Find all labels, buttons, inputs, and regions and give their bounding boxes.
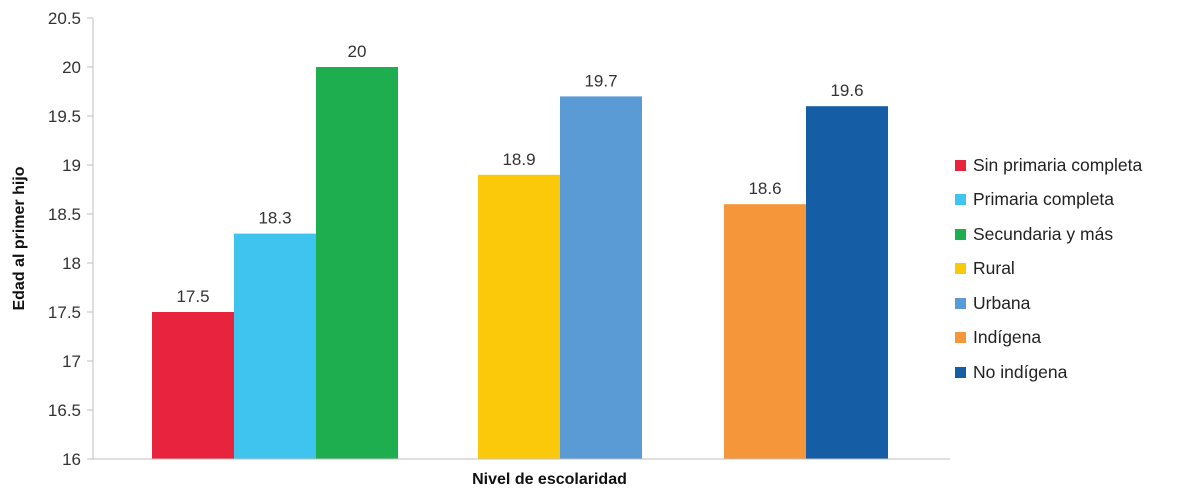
- legend-swatch: [955, 159, 966, 171]
- data-labels: 17.5 18.3 20 18.9 19.7 18.6 19.6: [176, 42, 863, 306]
- legend-label: Secundaria y más: [973, 223, 1114, 244]
- legend-item: Urbana: [955, 286, 1142, 321]
- y-tick-label: 16: [62, 450, 81, 469]
- bar: [316, 67, 398, 459]
- y-axis-ticks: 16 16.5 17 17.5 18 18.5 19 19.5 20 20.5: [48, 9, 93, 469]
- legend-swatch: [955, 366, 966, 378]
- legend-label: Rural: [973, 258, 1015, 279]
- bars: [152, 67, 888, 460]
- y-tick-label: 19.5: [48, 107, 81, 126]
- y-tick-label: 17: [62, 352, 81, 371]
- data-label: 20: [348, 42, 367, 61]
- legend-item: Indígena: [955, 321, 1142, 356]
- bar: [724, 204, 806, 459]
- y-tick-label: 20: [62, 58, 81, 77]
- data-label: 17.5: [176, 287, 209, 306]
- bar: [560, 96, 642, 460]
- data-label: 19.6: [830, 81, 863, 100]
- legend-label: Primaria completa: [973, 189, 1115, 210]
- legend-swatch: [955, 263, 966, 275]
- data-label: 19.7: [584, 71, 617, 90]
- bar: [152, 312, 234, 459]
- bar: [478, 174, 560, 460]
- data-label: 18.3: [258, 209, 291, 228]
- legend-swatch: [955, 228, 966, 240]
- legend-label: Urbana: [973, 292, 1031, 313]
- legend-item: Primaria completa: [955, 183, 1142, 218]
- y-tick-label: 20.5: [48, 9, 81, 28]
- bar: [806, 106, 888, 459]
- y-tick-label: 18.5: [48, 205, 81, 224]
- legend-swatch: [955, 332, 966, 344]
- legend-label: No indígena: [973, 361, 1068, 382]
- legend-label: Sin primaria completa: [973, 154, 1143, 175]
- y-axis-title: Edad al primer hijo: [11, 166, 28, 310]
- y-tick-label: 17.5: [48, 303, 81, 322]
- legend-item: No indígena: [955, 355, 1142, 390]
- legend-label: Indígena: [973, 327, 1042, 348]
- legend-item: Rural: [955, 252, 1142, 287]
- legend-swatch: [955, 194, 966, 206]
- legend-item: Secundaria y más: [955, 217, 1142, 252]
- legend-swatch: [955, 297, 966, 309]
- x-axis-title: Nivel de escolaridad: [472, 471, 627, 488]
- y-tick-label: 16.5: [48, 401, 81, 420]
- data-label: 18.9: [502, 150, 535, 169]
- y-tick-label: 18: [62, 254, 81, 273]
- legend: Sin primaria completa Primaria completa Se…: [955, 148, 1142, 390]
- legend-item: Sin primaria completa: [955, 148, 1142, 183]
- bar: [234, 233, 316, 459]
- data-label: 18.6: [748, 179, 781, 198]
- y-tick-label: 19: [62, 156, 81, 175]
